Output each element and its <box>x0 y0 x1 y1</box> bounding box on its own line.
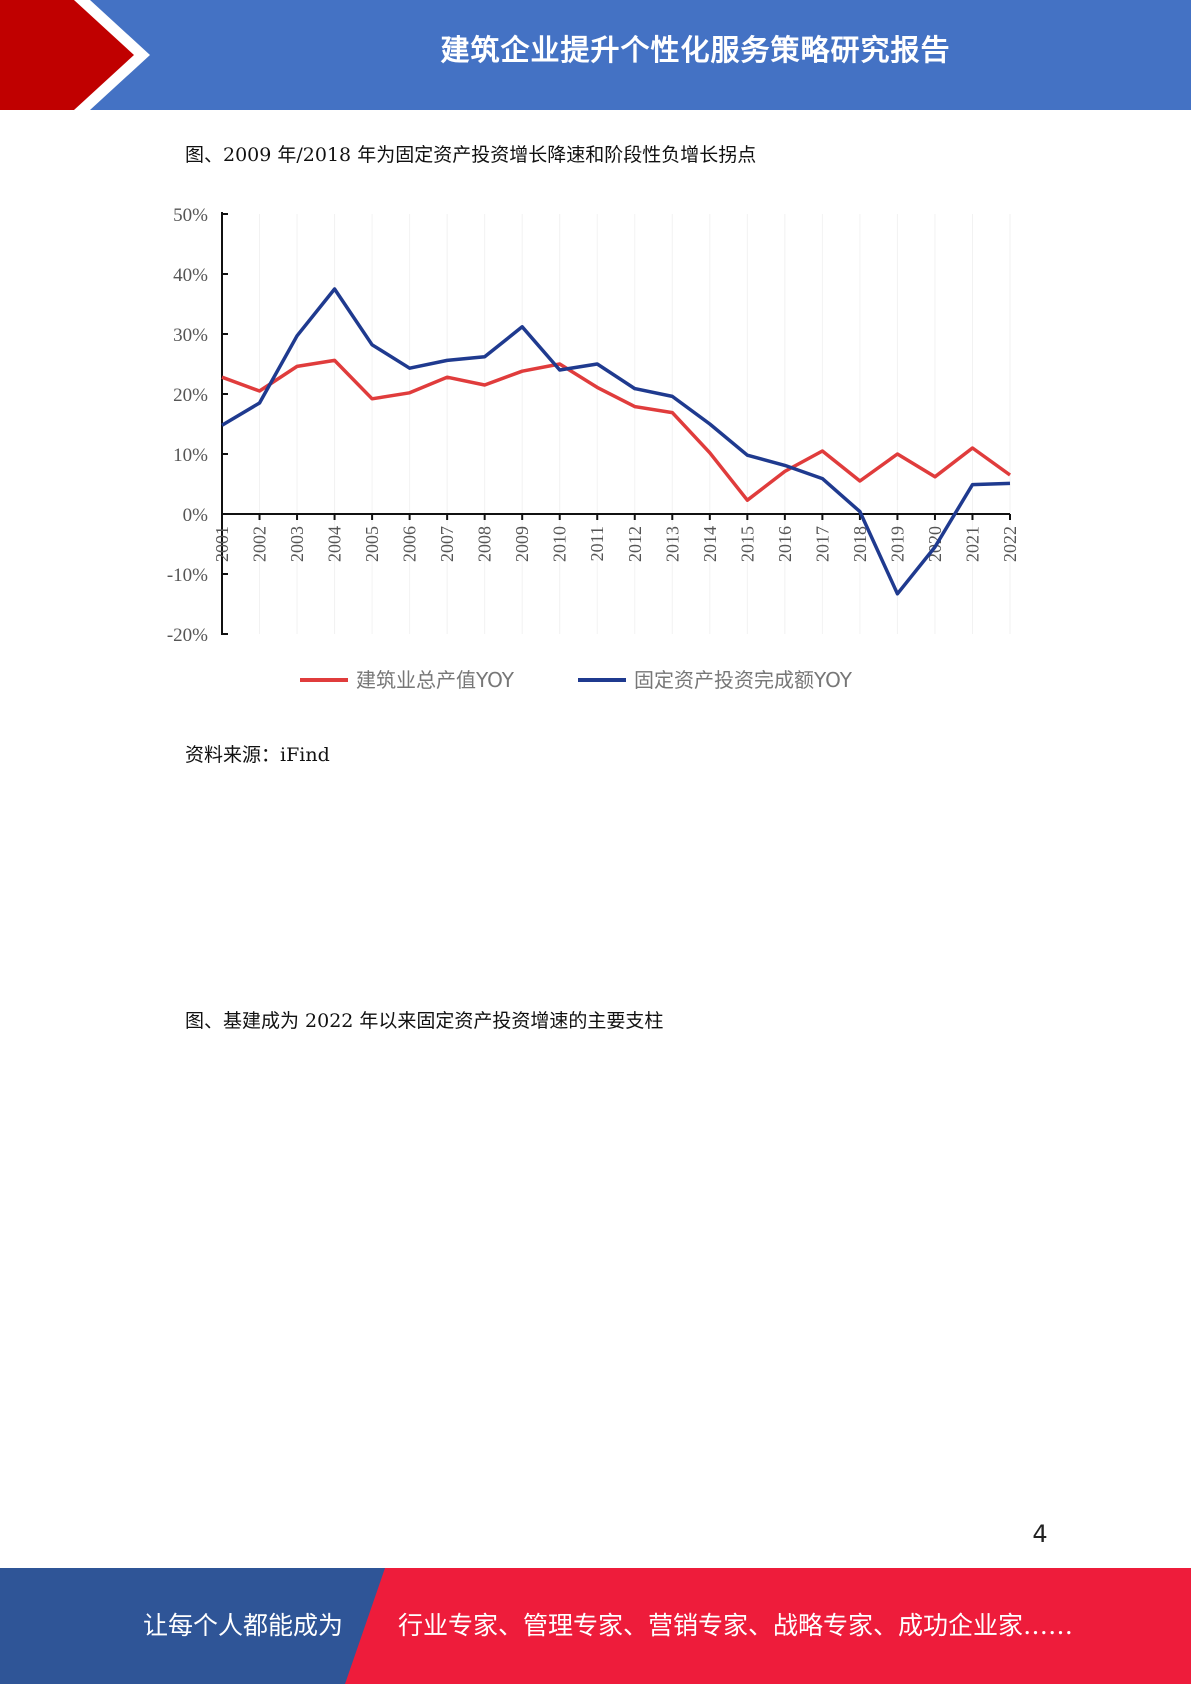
y-tick-label-10: 10% <box>173 445 208 466</box>
legend-label-1: 建筑业总产值YOY <box>356 668 515 692</box>
x-tick-label-2013: 2013 <box>662 526 682 562</box>
page-number: 4 <box>1032 1520 1048 1548</box>
y-tick-label-50: 50% <box>173 205 208 226</box>
footer-slogan-right: 行业专家、管理专家、营销专家、战略专家、成功企业家…… <box>398 1611 1074 1640</box>
y-tick-label-30: 30% <box>173 325 208 346</box>
x-tick-label-2009: 2009 <box>512 526 532 562</box>
x-tick-label-2002: 2002 <box>250 526 270 562</box>
x-tick-label-2003: 2003 <box>287 526 307 562</box>
x-tick-label-2004: 2004 <box>325 526 345 562</box>
report-header: 建筑企业提升个性化服务策略研究报告 <box>0 0 1191 110</box>
footer-background <box>0 1568 1191 1684</box>
x-tick-label-2006: 2006 <box>400 526 420 562</box>
series-line-2 <box>221 287 1011 596</box>
figure1-caption: 图、2009 年/2018 年为固定资产投资增长降速和阶段性负增长拐点 <box>185 144 757 166</box>
x-tick-label-2005: 2005 <box>362 526 382 562</box>
red-chevron-decoration <box>0 0 150 110</box>
x-tick-label-2022: 2022 <box>1000 526 1020 562</box>
x-tick-label-2001: 2001 <box>212 526 232 562</box>
chart-svg: 50% 40% 30% 20% 10% 0% -10% -20% 2001 2002 2003 200… <box>167 205 1020 692</box>
y-tick-label-0: 0% <box>183 505 209 526</box>
figure2-caption: 图、基建成为 2022 年以来固定资产投资增速的主要支柱 <box>185 1010 664 1032</box>
x-tick-label-2015: 2015 <box>737 526 757 562</box>
footer-banner: 让每个人都能成为 行业专家、管理专家、营销专家、战略专家、成功企业家…… <box>0 1568 1191 1684</box>
x-tick-label-2018: 2018 <box>850 526 870 562</box>
x-tick-label-2010: 2010 <box>550 526 570 562</box>
line-chart: 50% 40% 30% 20% 10% 0% -10% -20% 2001 2002 2003 200… <box>140 186 1040 716</box>
footer-slogan-left: 让每个人都能成为 <box>143 1611 344 1640</box>
y-tick-label-20: 20% <box>173 385 208 406</box>
x-tick-label-2016: 2016 <box>775 526 795 562</box>
x-tick-label-2017: 2017 <box>812 526 832 562</box>
x-tick-label-2019: 2019 <box>887 526 907 562</box>
series-line-1 <box>221 358 1012 502</box>
x-tick-label-2007: 2007 <box>437 526 457 562</box>
x-tick-label-2011: 2011 <box>587 526 607 561</box>
x-tick-label-2014: 2014 <box>700 526 720 562</box>
report-title: 建筑企业提升个性化服务策略研究报告 <box>440 33 951 67</box>
x-tick-label-2012: 2012 <box>625 526 645 562</box>
source-note: 资料来源：iFind <box>185 744 330 766</box>
y-tick-label--20: -20% <box>167 625 208 646</box>
x-tick-label-2021: 2021 <box>962 526 982 562</box>
y-tick-label-40: 40% <box>173 265 208 286</box>
y-tick-label--10: -10% <box>167 565 208 586</box>
x-tick-label-2008: 2008 <box>475 526 495 562</box>
legend-label-2: 固定资产投资完成额YOY <box>634 668 853 692</box>
